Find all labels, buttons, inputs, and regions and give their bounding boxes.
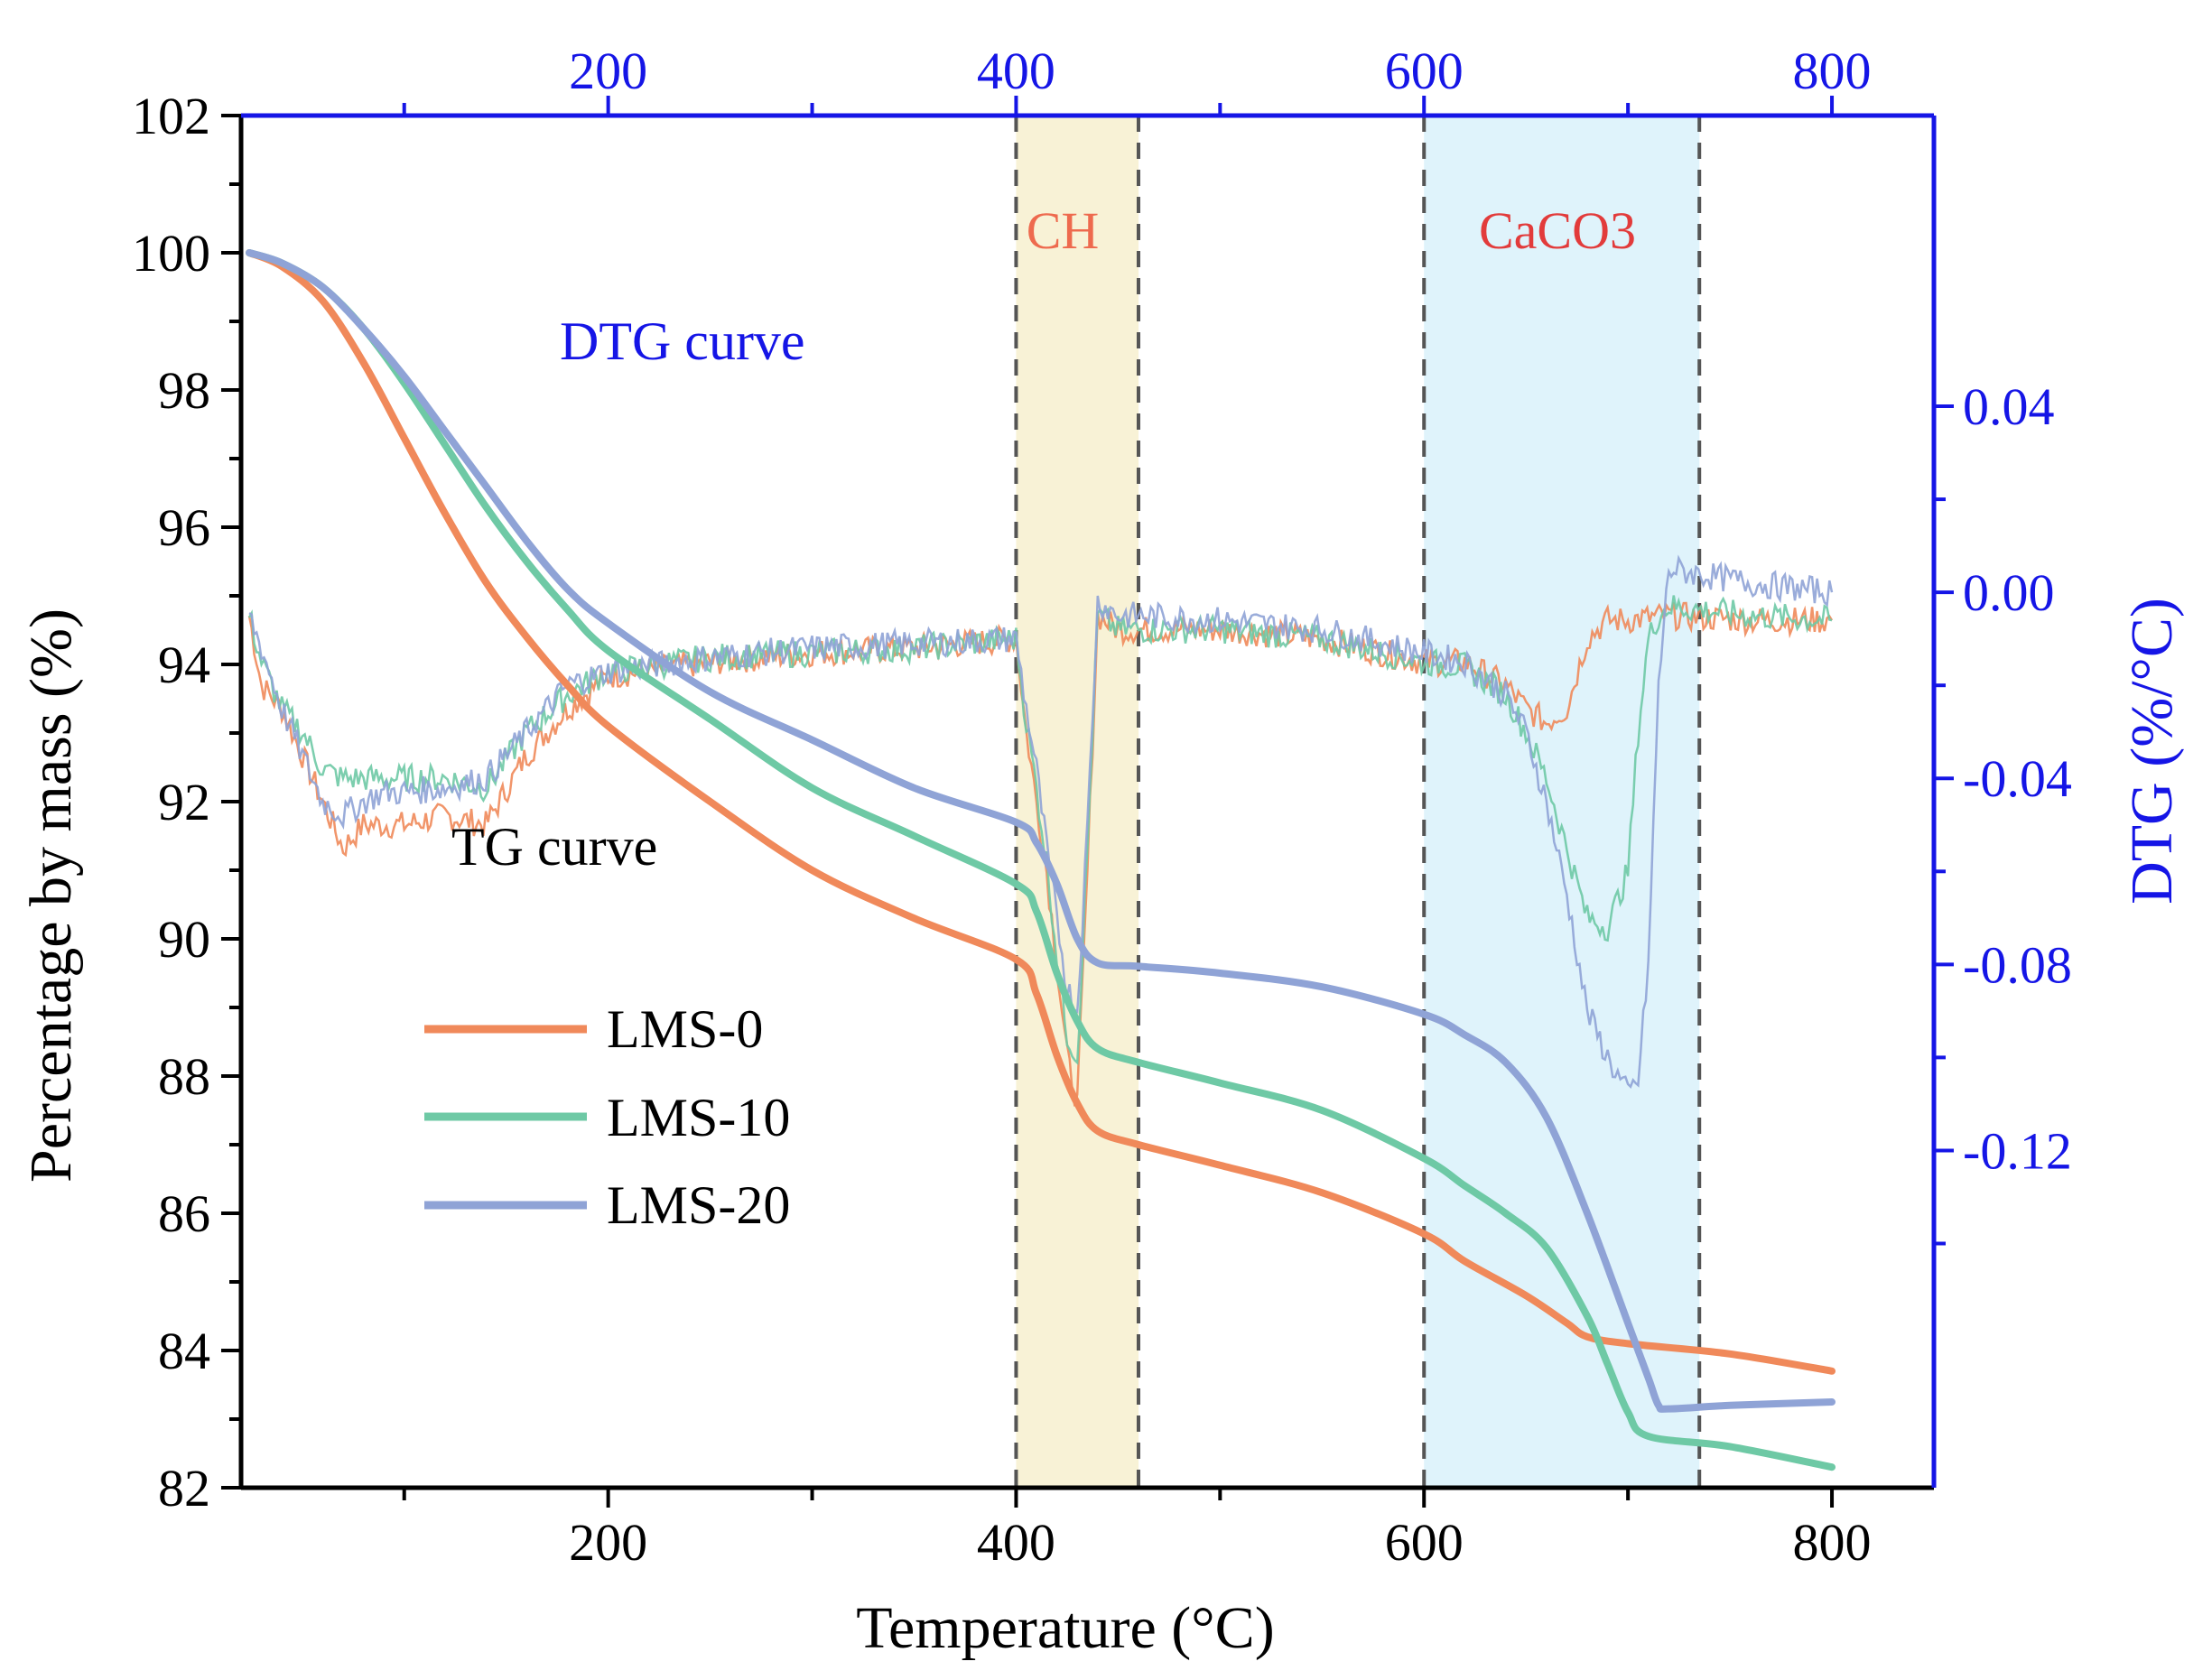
y-tick-label-96: 96 [158,498,210,557]
y-tick-label-102: 102 [132,87,210,145]
y-tick-label-90: 90 [158,910,210,969]
tg-line-lms-10 [246,249,1836,1471]
band-caco3 [1424,116,1700,1488]
band-ch [1016,116,1139,1488]
y-tick-label-92: 92 [158,773,210,831]
tg-curves [246,249,1836,1471]
region-bands [1014,116,1702,1488]
y-tick-label-84: 84 [158,1322,210,1380]
x-top-tick-label-200: 200 [569,42,647,100]
y2-tick-label-2: -0.04 [1963,749,2072,808]
plot-frame [238,113,1937,1490]
y2-axis-title: DTG (%/°C) [2119,598,2185,905]
caco3-band-label: CaCO3 [1479,201,1636,260]
dtg-line-lms-10 [247,595,1833,1065]
x-top-tick-label-600: 600 [1385,42,1464,100]
y2-tick-label-3: -0.08 [1963,935,2072,994]
dtg-line-lms-0 [247,601,1834,1107]
tg-curve-label: TG curve [451,817,657,877]
y2-tick-label-4: -0.12 [1963,1121,2072,1180]
x-top-tick-label-800: 800 [1793,42,1872,100]
x-tick-label-800: 800 [1793,1513,1872,1572]
tg-line-lms-0 [246,249,1836,1375]
y-tick-label-82: 82 [158,1459,210,1518]
y-tick-label-94: 94 [158,636,210,694]
dtg-curve-label: DTG curve [560,311,805,371]
ticks-layer: 200 200 400 400 600 600 800 800 82 84 86 88 90 92 94 96… [132,42,2072,1572]
x-axis-title: Temperature (°C) [856,1595,1274,1661]
legend-label-lms-10: LMS-10 [607,1088,790,1147]
legend-label-lms-20: LMS-20 [607,1175,790,1235]
y-tick-label-86: 86 [158,1184,210,1243]
x-tick-label-600: 600 [1385,1513,1464,1572]
y-axis-title: Percentage by mass (%) [18,608,84,1183]
legend: LMS-0 LMS-10 LMS-20 [424,999,790,1235]
x-top-tick-label-400: 400 [977,42,1055,100]
y-tick-label-100: 100 [132,224,210,283]
x-tick-label-400: 400 [977,1513,1055,1572]
x-tick-label-200: 200 [569,1513,647,1572]
legend-label-lms-0: LMS-0 [607,999,763,1059]
y-tick-label-98: 98 [158,361,210,420]
y2-tick-label-1: 0.00 [1963,563,2055,622]
y2-tick-label-0: 0.04 [1963,377,2055,436]
y-tick-label-88: 88 [158,1047,210,1106]
ch-band-label: CH [1027,201,1100,260]
dtg-curves [247,554,1834,1107]
tg-line-lms-20 [246,249,1836,1413]
dtg-line-lms-20 [248,554,1834,1090]
